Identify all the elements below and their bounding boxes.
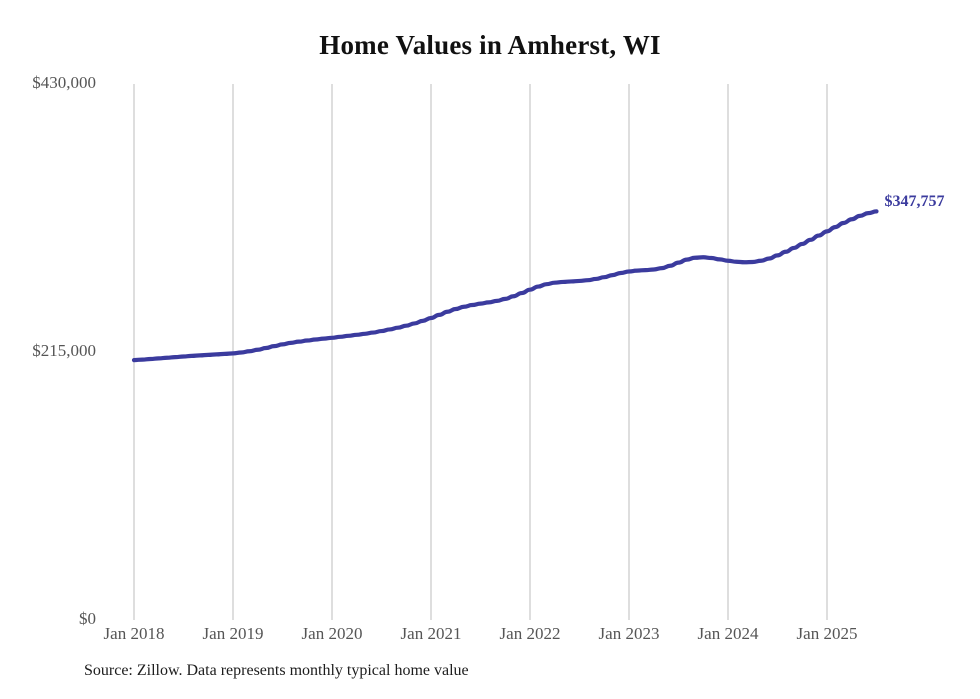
home-value-series-line (131, 209, 879, 363)
x-axis-tick-label-jan-2022: Jan 2022 (499, 624, 561, 643)
source-note: Source: Zillow. Data represents monthly … (84, 662, 469, 679)
x-axis-tick-label-jan-2018: Jan 2018 (103, 624, 165, 643)
x-axis-tick-label-jan-2023: Jan 2023 (598, 624, 660, 643)
x-axis-tick-label-jan-2020: Jan 2020 (301, 624, 363, 643)
x-axis-tick-label-jan-2024: Jan 2024 (697, 624, 759, 643)
y-axis-tick-label-zero: $0 (79, 609, 96, 628)
x-axis-tick-label-jan-2025: Jan 2025 (796, 624, 858, 643)
y-axis-tick-label-mid: $215,000 (32, 341, 96, 360)
end-value-annotation: $347,757 (884, 193, 945, 211)
x-axis-tick-label-jan-2019: Jan 2019 (202, 624, 264, 643)
x-axis-tick-label-jan-2021: Jan 2021 (400, 624, 462, 643)
y-axis-tick-label-top: $430,000 (32, 73, 96, 92)
chart-title: Home Values in Amherst, WI (319, 30, 661, 60)
